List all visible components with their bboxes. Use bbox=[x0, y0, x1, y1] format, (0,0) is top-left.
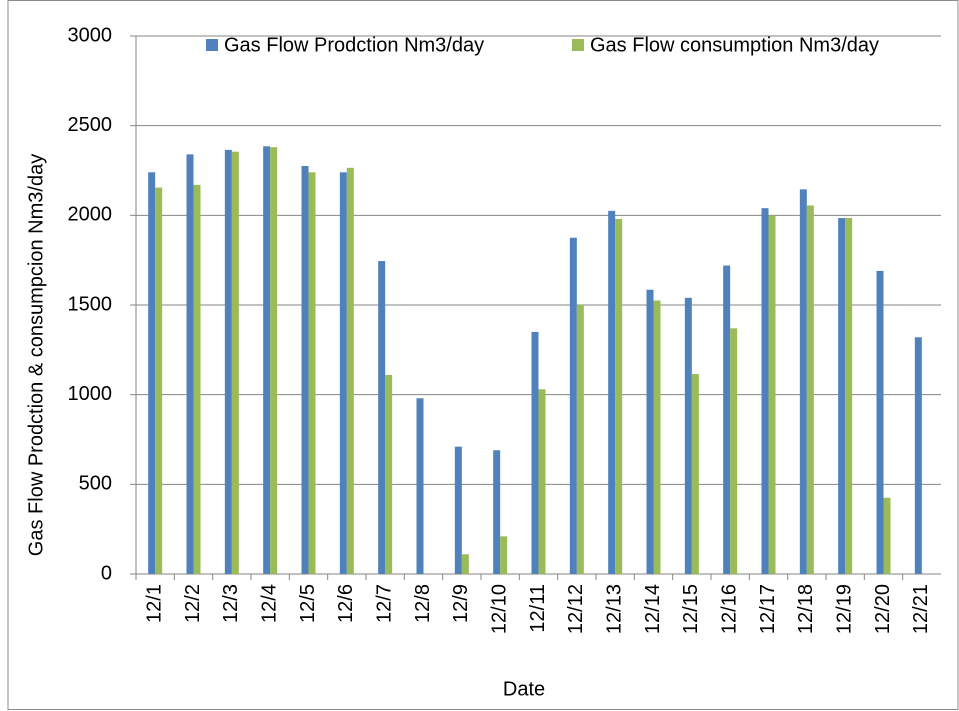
y-tick-label: 2000 bbox=[68, 204, 113, 226]
bar bbox=[346, 167, 354, 574]
bar bbox=[231, 151, 239, 575]
legend-label: Gas Flow Prodction Nm3/day bbox=[224, 34, 484, 56]
x-tick-label: 12/14 bbox=[642, 584, 664, 634]
bar bbox=[416, 398, 424, 574]
bar bbox=[263, 146, 271, 575]
bar bbox=[914, 337, 922, 574]
x-tick-label: 12/21 bbox=[910, 584, 932, 634]
x-tick-label: 12/20 bbox=[872, 584, 894, 634]
y-tick-label: 1500 bbox=[68, 293, 113, 315]
x-tick-label: 12/16 bbox=[718, 584, 740, 634]
y-tick-label: 2500 bbox=[68, 114, 113, 136]
x-tick-label: 12/17 bbox=[757, 584, 779, 634]
bar bbox=[500, 536, 508, 574]
x-tick-label: 12/8 bbox=[412, 584, 434, 623]
bar bbox=[155, 187, 163, 574]
bar bbox=[876, 270, 884, 574]
x-tick-label: 12/6 bbox=[335, 584, 357, 623]
bar bbox=[270, 147, 278, 575]
y-tick-label: 0 bbox=[101, 562, 112, 584]
x-tick-label: 12/3 bbox=[220, 584, 242, 623]
bar bbox=[768, 215, 776, 575]
bar bbox=[538, 389, 546, 574]
bar bbox=[308, 172, 316, 574]
x-tick-label: 12/12 bbox=[565, 584, 587, 634]
bar bbox=[646, 289, 654, 574]
bar bbox=[799, 189, 807, 574]
legend-label: Gas Flow consumption Nm3/day bbox=[590, 34, 879, 56]
bar bbox=[385, 374, 393, 574]
bar bbox=[531, 331, 539, 574]
y-tick-label: 1000 bbox=[68, 383, 113, 405]
bar bbox=[653, 300, 661, 574]
x-tick-label: 12/19 bbox=[833, 584, 855, 634]
bar bbox=[883, 497, 891, 574]
x-tick-label: 12/13 bbox=[603, 584, 625, 634]
bar bbox=[186, 154, 194, 575]
bar bbox=[845, 218, 853, 575]
y-tick-label: 3000 bbox=[68, 24, 113, 46]
bar bbox=[608, 210, 616, 574]
x-tick-label: 12/4 bbox=[258, 584, 280, 623]
bar bbox=[569, 237, 577, 574]
legend-swatch bbox=[572, 39, 584, 51]
x-tick-label: 12/18 bbox=[795, 584, 817, 634]
bar bbox=[806, 205, 814, 574]
bar bbox=[224, 149, 232, 575]
bar bbox=[615, 218, 623, 575]
x-axis-label: Date bbox=[503, 678, 545, 700]
x-tick-label: 12/2 bbox=[182, 584, 204, 623]
bar bbox=[838, 218, 846, 575]
bar bbox=[493, 450, 501, 574]
x-tick-label: 12/5 bbox=[297, 584, 319, 623]
bar bbox=[193, 184, 201, 574]
bar bbox=[730, 328, 738, 574]
bar bbox=[576, 305, 584, 574]
bar bbox=[454, 446, 462, 574]
x-tick-label: 12/15 bbox=[680, 584, 702, 634]
bar bbox=[461, 554, 469, 574]
x-tick-label: 12/11 bbox=[527, 584, 549, 633]
y-axis-label: Gas Flow Prodction & consumpcion Nm3/day bbox=[25, 154, 47, 556]
x-tick-label: 12/1 bbox=[143, 584, 165, 623]
bar bbox=[723, 265, 731, 574]
bar bbox=[378, 261, 386, 574]
bar bbox=[761, 208, 769, 574]
x-tick-label: 12/7 bbox=[373, 584, 395, 623]
bar bbox=[148, 172, 156, 574]
x-tick-label: 12/9 bbox=[450, 584, 472, 623]
legend-swatch bbox=[206, 39, 218, 51]
x-tick-label: 12/10 bbox=[488, 584, 510, 634]
bar bbox=[691, 374, 699, 574]
bar bbox=[684, 297, 692, 574]
bar bbox=[339, 172, 347, 574]
y-tick-label: 500 bbox=[79, 473, 112, 495]
bar bbox=[301, 166, 309, 574]
chart-frame bbox=[7, 0, 959, 710]
